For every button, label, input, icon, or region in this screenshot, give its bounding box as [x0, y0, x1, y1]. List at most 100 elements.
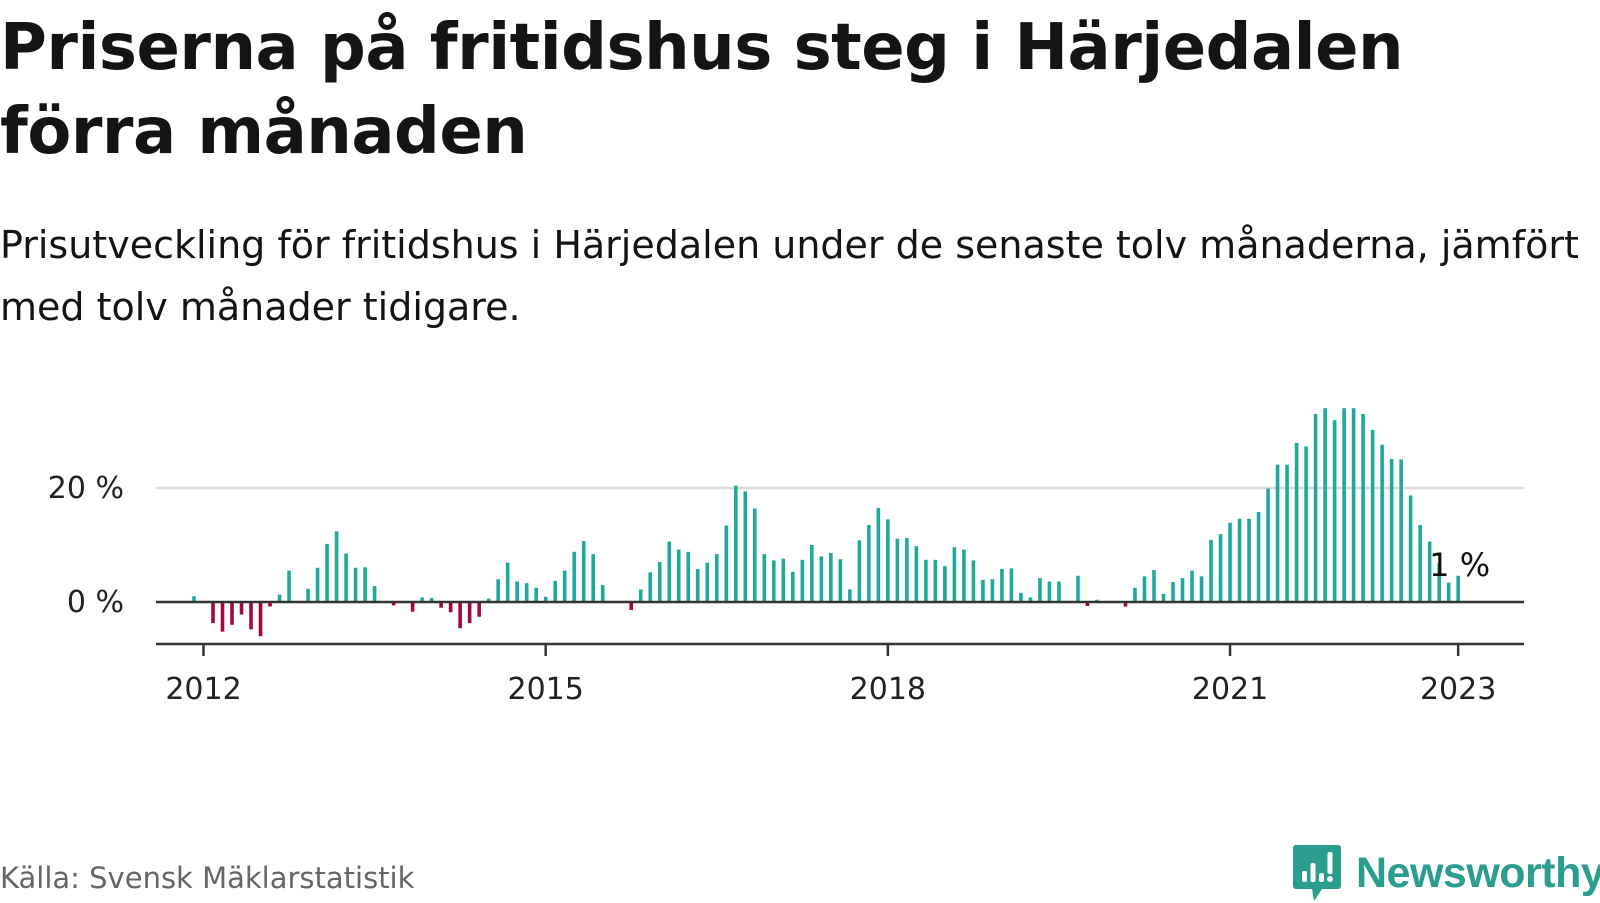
bar [287, 570, 291, 602]
x-tick-label: 2012 [165, 672, 241, 707]
bar [1218, 534, 1223, 602]
bar [439, 602, 443, 608]
bar [724, 525, 729, 602]
bar [829, 552, 833, 602]
bar [629, 602, 634, 610]
bar [762, 554, 767, 602]
bar [886, 519, 890, 602]
bar [876, 507, 881, 602]
bar [1076, 575, 1080, 602]
x-tick-label: 2021 [1192, 672, 1268, 707]
bar [924, 559, 928, 602]
bar [914, 546, 919, 602]
bar [905, 538, 909, 602]
bar [515, 581, 519, 602]
chart-title: Priserna på fritidshus steg i Härjedalen… [0, 11, 1404, 169]
source-note: Källa: Svensk Mäklarstatistik [0, 861, 415, 895]
chart-subtitle: Prisutveckling för fritidshus i Härjedal… [0, 223, 1579, 329]
bar [971, 560, 976, 602]
bar [1294, 442, 1299, 602]
bar [705, 562, 710, 602]
bar [572, 551, 576, 602]
bar [1228, 522, 1232, 602]
bar [315, 567, 320, 602]
bar [249, 602, 253, 630]
bar [714, 554, 719, 602]
bar [933, 559, 938, 602]
newsworthy-logo-icon [1293, 845, 1341, 901]
tick-labels: 0 % 20 % 2012 2015 2018 2021 2023 1 % [48, 471, 1497, 707]
bar [458, 602, 462, 629]
bar [211, 602, 215, 624]
bar [1323, 408, 1327, 602]
bar [895, 538, 900, 602]
brand[interactable]: Newsworthy [1292, 843, 1600, 903]
bar [1427, 541, 1432, 602]
bar [638, 589, 643, 602]
bar [1199, 576, 1204, 602]
bar [1351, 408, 1356, 602]
bar [325, 543, 329, 602]
bar [220, 602, 225, 632]
bar [600, 584, 605, 602]
bar [1209, 539, 1213, 602]
bar [857, 540, 862, 602]
bar [990, 579, 995, 602]
bar [1380, 444, 1384, 602]
bar [962, 549, 966, 602]
bar [1285, 464, 1289, 602]
latest-value-annotation: 1 % [1429, 546, 1490, 584]
bar [553, 580, 557, 602]
bar [810, 545, 814, 602]
bar [1247, 518, 1251, 602]
bar [1019, 592, 1023, 602]
bar [1456, 575, 1460, 602]
bar [1009, 568, 1014, 602]
bar [648, 572, 653, 602]
bars [192, 408, 1460, 637]
bar [1370, 429, 1375, 602]
bar [743, 491, 748, 602]
bar [277, 594, 282, 602]
brand-name: Newsworthy [1356, 848, 1600, 897]
bar [686, 551, 691, 602]
bar [268, 602, 272, 607]
bar [943, 566, 947, 602]
bar [1142, 576, 1147, 602]
bar [543, 596, 548, 602]
bar [1038, 578, 1042, 602]
bar [838, 559, 843, 602]
bar [448, 602, 453, 613]
bar [477, 602, 481, 617]
bar [1123, 602, 1128, 607]
bar [848, 589, 852, 602]
bar [258, 602, 263, 637]
bar [791, 571, 795, 602]
bar [1256, 511, 1261, 602]
x-tick-label: 2015 [508, 672, 584, 707]
bar [363, 567, 367, 602]
bar [1446, 582, 1451, 602]
bar [1133, 587, 1137, 602]
bar [524, 583, 529, 602]
bar [505, 562, 510, 602]
bar [344, 553, 348, 602]
bar [420, 597, 424, 602]
bar [1361, 413, 1365, 602]
bar [667, 541, 672, 602]
bar [306, 588, 310, 602]
x-tick-label: 2018 [850, 672, 926, 707]
bar [239, 602, 244, 615]
bar [1266, 488, 1270, 602]
bar [800, 559, 805, 602]
bar [192, 596, 196, 602]
bar [695, 568, 700, 602]
bar [1389, 458, 1394, 602]
bar [230, 602, 234, 625]
bar [819, 556, 824, 602]
bar [1152, 570, 1156, 602]
bar [1047, 581, 1052, 602]
bar [372, 586, 377, 602]
bar [1171, 582, 1175, 602]
bar [952, 547, 957, 602]
